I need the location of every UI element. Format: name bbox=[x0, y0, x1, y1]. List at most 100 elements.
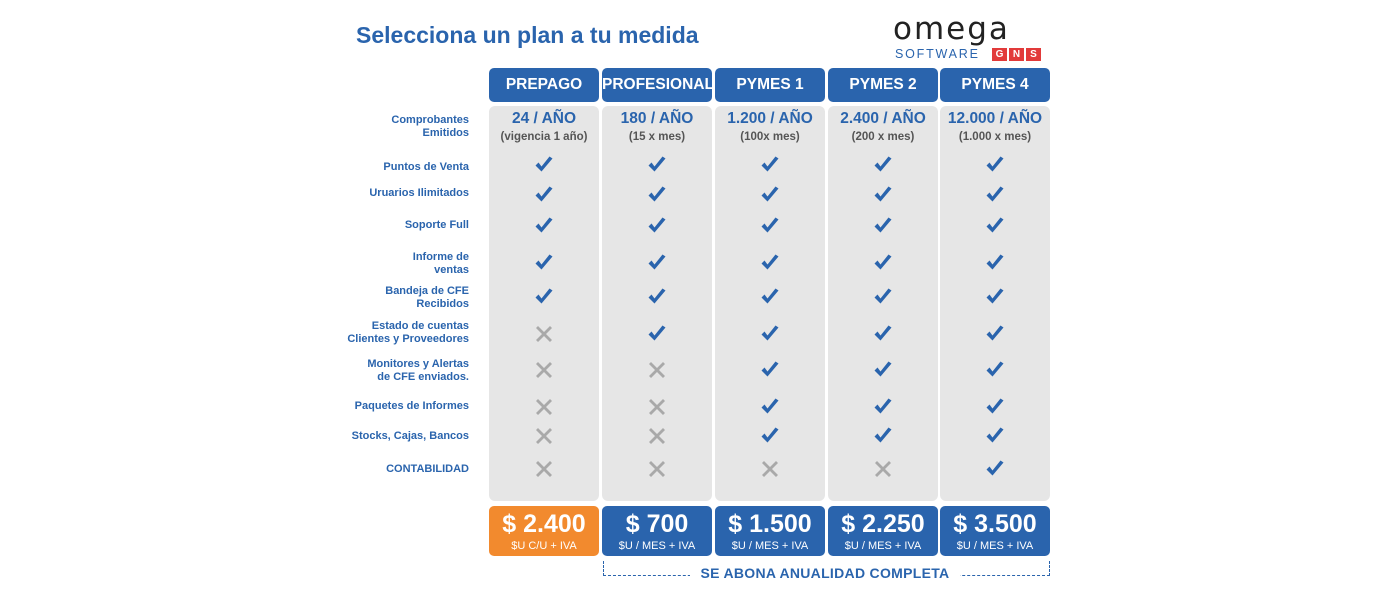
check-icon bbox=[985, 360, 1005, 380]
price-amount: $ 2.400 bbox=[502, 510, 586, 538]
plan-header-3[interactable]: PYMES 2 bbox=[828, 68, 938, 102]
check-icon bbox=[873, 185, 893, 205]
check-icon bbox=[534, 155, 554, 175]
cross-icon bbox=[647, 426, 667, 446]
plan-quantity: 2.400 / AÑO bbox=[840, 110, 926, 127]
price-amount: $ 3.500 bbox=[953, 510, 1037, 538]
logo-software: SOFTWARE bbox=[895, 47, 980, 61]
feature-label: Bandeja de CFE Recibidos bbox=[385, 285, 469, 310]
page-title: Selecciona un plan a tu medida bbox=[356, 22, 699, 48]
logo-omega: omega bbox=[893, 11, 1010, 47]
omega-software-logo: omega SOFTWARE G N S bbox=[893, 11, 1049, 61]
check-icon bbox=[985, 324, 1005, 344]
plan-quantity-detail: (1.000 x mes) bbox=[958, 131, 1032, 143]
check-icon bbox=[647, 253, 667, 273]
check-icon bbox=[760, 397, 780, 417]
price-unit: $U C/U + IVA bbox=[511, 540, 577, 552]
check-icon bbox=[534, 185, 554, 205]
feature-label: CONTABILIDAD bbox=[386, 463, 469, 475]
check-icon bbox=[873, 253, 893, 273]
check-icon bbox=[760, 360, 780, 380]
plan-price-1[interactable]: $ 700 $U / MES + IVA bbox=[602, 506, 712, 556]
cross-icon bbox=[534, 426, 554, 446]
plan-quantity-detail: (15 x mes) bbox=[628, 131, 686, 143]
cross-icon bbox=[873, 459, 893, 479]
plan-price-3[interactable]: $ 2.250 $U / MES + IVA bbox=[828, 506, 938, 556]
check-icon bbox=[647, 216, 667, 236]
cross-icon bbox=[534, 360, 554, 380]
check-icon bbox=[760, 155, 780, 175]
check-icon bbox=[873, 360, 893, 380]
check-icon bbox=[985, 216, 1005, 236]
cross-icon bbox=[534, 397, 554, 417]
check-icon bbox=[985, 459, 1005, 479]
check-icon bbox=[534, 216, 554, 236]
check-icon bbox=[985, 426, 1005, 446]
check-icon bbox=[534, 253, 554, 273]
plan-quantity: 1.200 / AÑO bbox=[727, 110, 813, 127]
check-icon bbox=[760, 216, 780, 236]
check-icon bbox=[647, 287, 667, 307]
plan-header-4[interactable]: PYMES 4 bbox=[940, 68, 1050, 102]
check-icon bbox=[647, 155, 667, 175]
plan-quantity-detail: (100x mes) bbox=[740, 131, 800, 143]
cross-icon bbox=[760, 459, 780, 479]
check-icon bbox=[534, 287, 554, 307]
feature-label: Monitores y Alertas de CFE enviados. bbox=[367, 358, 469, 383]
price-unit: $U / MES + IVA bbox=[618, 540, 696, 552]
check-icon bbox=[985, 253, 1005, 273]
feature-label: Informe de ventas bbox=[412, 251, 469, 276]
price-unit: $U / MES + IVA bbox=[956, 540, 1034, 552]
check-icon bbox=[873, 397, 893, 417]
check-icon bbox=[873, 426, 893, 446]
check-icon bbox=[760, 287, 780, 307]
check-icon bbox=[985, 155, 1005, 175]
check-icon bbox=[873, 216, 893, 236]
feature-label: Uruarios Ilimitados bbox=[369, 187, 469, 199]
feature-label: Paquetes de Informes bbox=[354, 400, 469, 412]
annual-note: SE ABONA ANUALIDAD COMPLETA bbox=[690, 565, 960, 581]
plan-header-2[interactable]: PYMES 1 bbox=[715, 68, 825, 102]
logo-gns: G N S bbox=[992, 48, 1041, 61]
feature-label: Stocks, Cajas, Bancos bbox=[351, 430, 469, 442]
plan-quantity-detail: (vigencia 1 año) bbox=[500, 131, 588, 143]
plan-price-2[interactable]: $ 1.500 $U / MES + IVA bbox=[715, 506, 825, 556]
plan-quantity-detail: (200 x mes) bbox=[851, 131, 915, 143]
plan-quantity: 180 / AÑO bbox=[620, 110, 694, 127]
plan-quantity: 24 / AÑO bbox=[511, 110, 577, 127]
feature-label: Puntos de Venta bbox=[383, 161, 469, 173]
feature-label: Estado de cuentas Clientes y Proveedores bbox=[347, 320, 469, 345]
plan-header-1[interactable]: PROFESIONAL bbox=[602, 68, 714, 102]
price-amount: $ 700 bbox=[625, 510, 689, 538]
check-icon bbox=[873, 287, 893, 307]
logo-gns-g: G bbox=[992, 48, 1007, 61]
check-icon bbox=[985, 185, 1005, 205]
check-icon bbox=[760, 253, 780, 273]
plan-price-4[interactable]: $ 3.500 $U / MES + IVA bbox=[940, 506, 1050, 556]
logo-gns-s: S bbox=[1026, 48, 1041, 61]
check-icon bbox=[985, 397, 1005, 417]
check-icon bbox=[760, 185, 780, 205]
check-icon bbox=[647, 324, 667, 344]
price-unit: $U / MES + IVA bbox=[731, 540, 809, 552]
cross-icon bbox=[647, 397, 667, 417]
check-icon bbox=[873, 324, 893, 344]
cross-icon bbox=[647, 459, 667, 479]
feature-label: Comprobantes Emitidos bbox=[391, 114, 469, 139]
feature-label: Soporte Full bbox=[404, 219, 469, 231]
plan-price-0[interactable]: $ 2.400 $U C/U + IVA bbox=[489, 506, 599, 556]
cross-icon bbox=[534, 459, 554, 479]
check-icon bbox=[760, 426, 780, 446]
price-unit: $U / MES + IVA bbox=[844, 540, 922, 552]
check-icon bbox=[985, 287, 1005, 307]
price-amount: $ 2.250 bbox=[841, 510, 925, 538]
check-icon bbox=[647, 185, 667, 205]
logo-gns-n: N bbox=[1009, 48, 1024, 61]
price-amount: $ 1.500 bbox=[728, 510, 812, 538]
plan-quantity: 12.000 / AÑO bbox=[947, 110, 1043, 127]
check-icon bbox=[873, 155, 893, 175]
plan-header-0[interactable]: PREPAGO bbox=[489, 68, 599, 102]
cross-icon bbox=[534, 324, 554, 344]
cross-icon bbox=[647, 360, 667, 380]
check-icon bbox=[760, 324, 780, 344]
